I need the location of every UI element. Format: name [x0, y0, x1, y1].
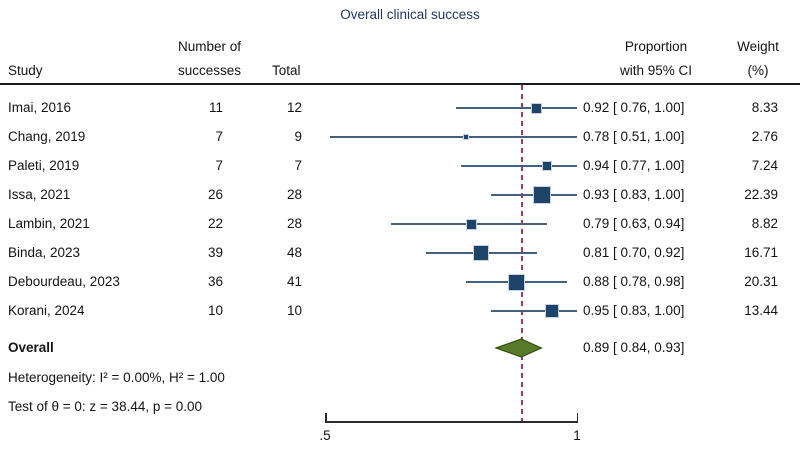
successes-value: 11 [208, 100, 223, 115]
successes-value: 26 [207, 187, 223, 202]
estimate-square [544, 304, 559, 318]
study-label: Issa, 2021 [8, 187, 71, 202]
overall-ci-text: 0.89 [ 0.84, 0.93] [583, 340, 685, 355]
weight-value: 16.71 [744, 245, 778, 260]
estimate-square [465, 218, 477, 230]
weight-value: 13.44 [744, 303, 778, 318]
total-value: 48 [286, 245, 302, 260]
heterogeneity-text: Heterogeneity: I² = 0.00%, H² = 1.00 [8, 370, 225, 385]
ci-text: 0.88 [ 0.78, 0.98] [583, 274, 685, 289]
successes-value: 7 [215, 158, 223, 173]
total-value: 41 [286, 274, 302, 289]
weight-value: 22.39 [744, 187, 778, 202]
estimate-square [463, 134, 470, 140]
header-proportion-line2: with 95% CI [619, 63, 693, 78]
header-weight-line2: (%) [747, 63, 769, 78]
successes-value: 39 [207, 245, 223, 260]
overall-diamond [494, 338, 544, 358]
study-label: Chang, 2019 [8, 129, 86, 144]
x-axis-tick-right [576, 413, 578, 422]
total-value: 28 [286, 216, 302, 231]
successes-value: 7 [215, 129, 223, 144]
total-value: 28 [286, 187, 302, 202]
weight-value: 2.76 [751, 129, 778, 144]
total-value: 7 [294, 158, 302, 173]
ci-line [491, 310, 577, 312]
study-label: Debourdeau, 2023 [8, 274, 120, 289]
header-divider [0, 83, 800, 85]
overall-label: Overall [8, 340, 54, 355]
ci-text: 0.81 [ 0.70, 0.92] [583, 245, 685, 260]
ci-text: 0.94 [ 0.77, 1.00] [583, 158, 685, 173]
header-successes-line2: successes [178, 63, 242, 78]
study-label: Binda, 2023 [8, 245, 81, 260]
study-label: Korani, 2024 [8, 303, 85, 318]
study-label: Lambin, 2021 [8, 216, 90, 231]
ci-line [456, 107, 577, 109]
x-axis-label-left: .5 [319, 428, 331, 443]
overall-diamond-shape [494, 338, 544, 358]
weight-value: 20.31 [744, 274, 778, 289]
header-successes-line1: Number of [178, 39, 242, 54]
header-weight-line1: Weight [737, 39, 779, 54]
estimate-square [541, 161, 552, 171]
header-proportion-line1: Proportion [624, 39, 688, 54]
successes-value: 10 [207, 303, 223, 318]
ci-line [461, 165, 577, 167]
study-label: Paleti, 2019 [8, 158, 80, 173]
ci-text: 0.92 [ 0.76, 1.00] [583, 100, 685, 115]
successes-value: 36 [207, 274, 223, 289]
total-value: 9 [294, 129, 302, 144]
study-label: Imai, 2016 [8, 100, 72, 115]
weight-value: 8.33 [751, 100, 778, 115]
ci-text: 0.93 [ 0.83, 1.00] [583, 187, 685, 202]
header-study: Study [8, 63, 43, 78]
weight-value: 8.82 [751, 216, 778, 231]
ci-text: 0.79 [ 0.63, 0.94] [583, 216, 685, 231]
estimate-square [532, 186, 551, 204]
x-axis-line [325, 421, 578, 423]
estimate-square [508, 273, 526, 291]
header-total: Total [272, 63, 301, 78]
test-text: Test of θ = 0: z = 38.44, p = 0.00 [8, 399, 203, 414]
x-axis-tick-left [325, 413, 327, 422]
ci-text: 0.95 [ 0.83, 1.00] [583, 303, 685, 318]
x-axis-label-right: 1 [573, 428, 581, 443]
total-value: 12 [286, 100, 302, 115]
estimate-square [531, 102, 543, 114]
ci-line [330, 136, 577, 138]
chart-title: Overall clinical success [340, 7, 480, 22]
total-value: 10 [286, 303, 302, 318]
successes-value: 22 [207, 216, 223, 231]
ci-text: 0.78 [ 0.51, 1.00] [583, 129, 685, 144]
weight-value: 7.24 [751, 158, 778, 173]
estimate-square [473, 245, 490, 261]
